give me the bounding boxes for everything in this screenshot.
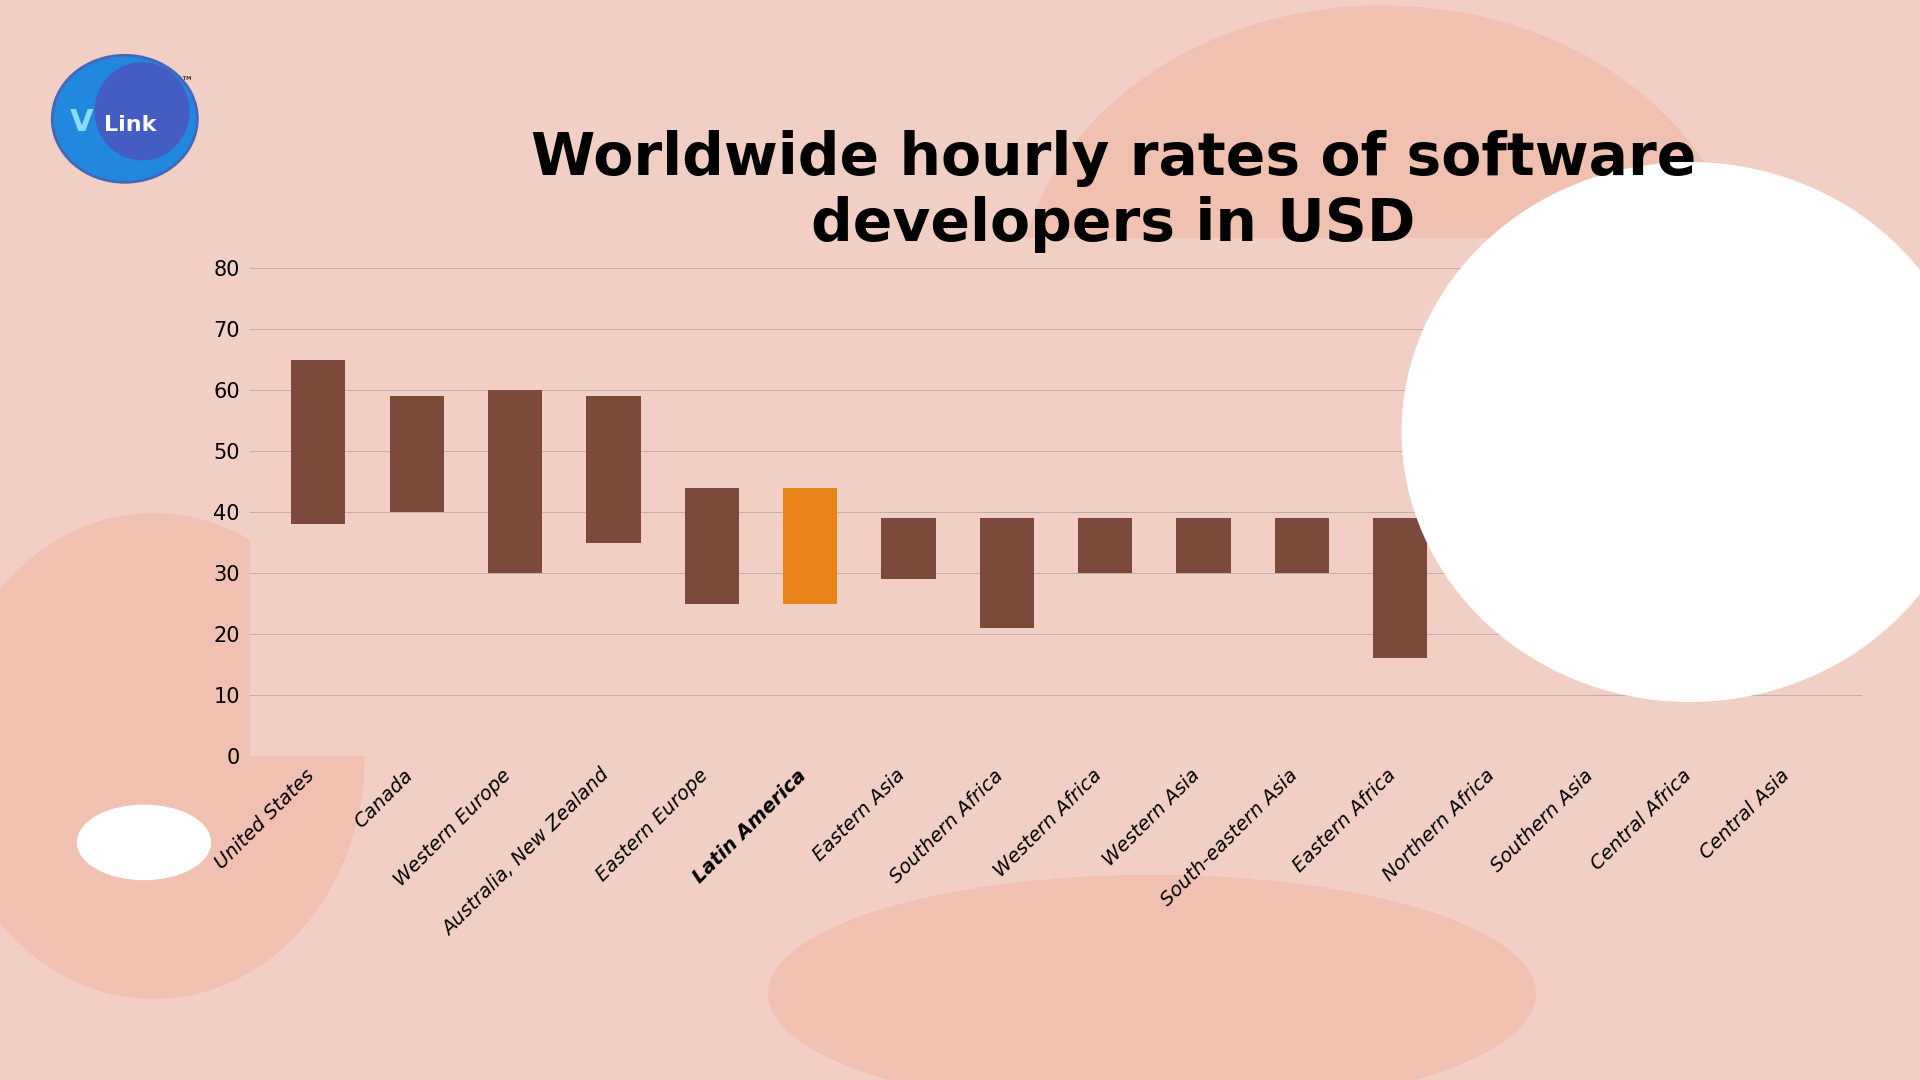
Bar: [1571, 549, 1624, 604]
Text: V: V: [69, 108, 94, 137]
Bar: [1079, 518, 1133, 573]
Bar: [979, 518, 1033, 627]
Bar: [1766, 579, 1820, 659]
Bar: [1275, 518, 1329, 573]
Bar: [390, 396, 444, 512]
Bar: [292, 360, 346, 524]
Circle shape: [52, 55, 198, 183]
Bar: [1471, 512, 1526, 573]
Bar: [881, 518, 935, 579]
Bar: [783, 488, 837, 604]
Ellipse shape: [94, 62, 190, 160]
Bar: [1177, 518, 1231, 573]
Bar: [685, 488, 739, 604]
Bar: [586, 396, 641, 542]
Text: ™: ™: [180, 76, 192, 89]
Bar: [488, 390, 541, 573]
Text: Worldwide hourly rates of software
developers in USD: Worldwide hourly rates of software devel…: [532, 130, 1695, 253]
Bar: [1373, 518, 1427, 659]
Text: Link: Link: [104, 114, 156, 135]
Bar: [1668, 573, 1722, 627]
